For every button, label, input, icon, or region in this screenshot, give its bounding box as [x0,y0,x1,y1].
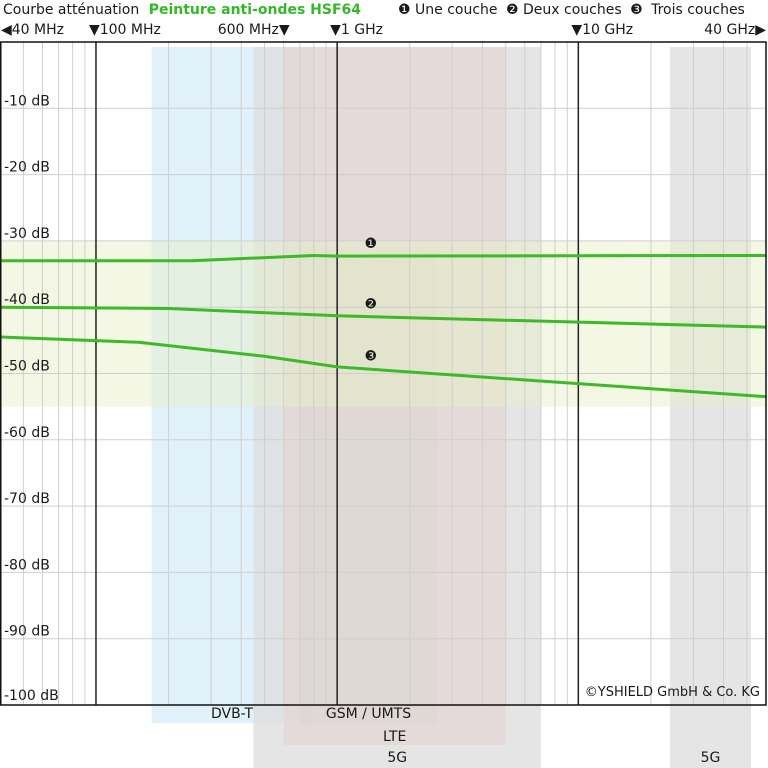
band-3 [253,47,541,768]
copyright-notice: ©YSHIELD GmbH & Co. KG [585,685,760,700]
band-label: LTE [383,729,406,745]
x-tick-label: 40 GHz▶ [704,22,766,38]
x-tick-label: ▼10 GHz [571,22,633,38]
band-4 [670,47,752,768]
series-marker-3: ❸ [365,348,378,364]
x-tick-label: 600 MHz▼ [218,22,290,38]
legend-label-1: Une couche [415,2,498,18]
x-tick-label: ▼1 GHz [330,22,383,38]
legend-marker-1: ❶ [398,2,411,18]
svg-text:Courbe atténuation Peint: Courbe atténuation Peinture anti-ondes H… [3,2,361,18]
band-label: 5G [387,750,407,766]
x-tick-label: ▼100 MHz [89,22,161,38]
y-tick-label: -30 dB [4,226,50,242]
series-line-1 [0,253,767,263]
y-tick-label: -70 dB [4,491,50,507]
series-line-2 [0,305,767,329]
legend-marker-2: ❷ [506,2,519,18]
band-label: GSM / UMTS [326,706,411,722]
y-axis-ticks: -10 dB -20 dB -30 dB -40 dB -50 dB -60 dB -70 … [4,93,59,704]
series-marker-1: ❶ [365,236,378,252]
y-tick-label: -20 dB [4,160,50,176]
x-axis-ticks: ◀40 MHz ▼100 MHz 600 MHz▼ ▼1 GHz ▼10 GHz 40 G… [1,22,766,38]
y-tick-label: -40 dB [4,292,50,308]
legend-label-2: Deux couches [523,2,622,18]
legend: ❶ Une couche ❷ Deux couches ❸ Trois couc… [398,2,745,18]
grid [0,42,767,706]
series-markers: ❶ ❷ ❸ [365,236,378,364]
chart-header: Courbe atténuation Peinture anti-ondes H… [3,2,745,18]
chart-title: Courbe atténuation [3,2,139,18]
x-tick-label: ◀40 MHz [1,22,64,38]
y-tick-label: -100 dB [4,688,59,704]
y-tick-label: -50 dB [4,359,50,375]
band-label: 5G [701,750,721,766]
y-tick-label: -60 dB [4,425,50,441]
band-label: DVB-T [211,706,253,722]
y-tick-label: -90 dB [4,624,50,640]
y-tick-label: -10 dB [4,93,50,109]
product-name: Peinture anti-ondes HSF64 [149,2,362,18]
frequency-band-labels: DVB-T GSM / UMTS LTE 5G 5G [211,706,720,766]
plot-frame [0,41,767,706]
legend-label-3: Trois couches [650,2,745,18]
legend-marker-3: ❸ [630,2,643,18]
series-line-3 [0,335,767,399]
y-tick-label: -80 dB [4,557,50,573]
series-lines [0,253,767,399]
series-marker-2: ❷ [365,296,378,312]
